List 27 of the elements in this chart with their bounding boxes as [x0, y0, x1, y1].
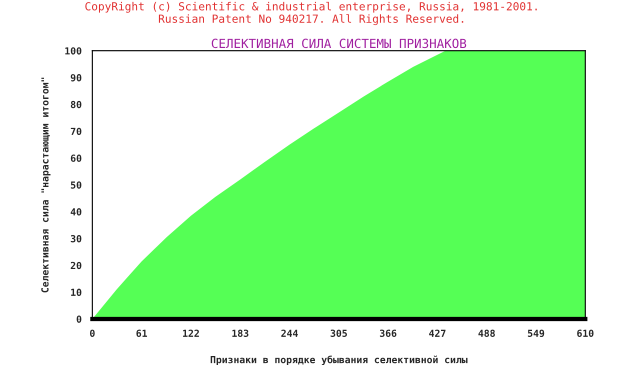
x-tick-label: 427	[429, 330, 446, 337]
x-tick-label: 366	[380, 330, 396, 337]
x-tick-label: 61	[136, 330, 148, 337]
x-tick-label: 122	[183, 330, 199, 337]
chart-title: СЕЛЕКТИВНАЯ СИЛА СИСТЕМЫ ПРИЗНАКОВ	[212, 38, 466, 48]
y-tick-label: 100	[65, 47, 82, 55]
y-tick-label: 40	[70, 208, 82, 216]
x-tick-label: 0	[90, 330, 95, 337]
x-tick-label: 244	[281, 330, 298, 337]
y-tick-label: 70	[70, 128, 82, 136]
x-axis-title: Признаки в порядке убывания селективной силы	[210, 356, 468, 365]
y-tick-label: 90	[70, 74, 82, 82]
y-tick-label: 10	[71, 288, 82, 296]
x-tick-label: 183	[232, 330, 248, 337]
y-axis-title: Селективная сила "нарастающим итогом"	[41, 78, 50, 292]
y-tick-label: 30	[70, 235, 82, 242]
x-tick-label: 488	[478, 330, 495, 337]
y-tick-label: 60	[70, 154, 82, 162]
y-tick-label: 20	[70, 262, 82, 270]
x-tick-label: 305	[330, 330, 347, 337]
text: CopyRight (c) Scientific & industrial enterprise, Russia, 1981-2001.	[85, 2, 537, 13]
text: Russian Patent No 940217. All Rights Reserved.	[158, 14, 464, 26]
x-tick-label: 610	[577, 330, 594, 337]
y-tick-label: 50	[70, 181, 82, 189]
y-tick-label: 0	[76, 315, 82, 323]
y-tick-label: 80	[70, 100, 82, 108]
x-tick-label: 549	[528, 330, 544, 337]
